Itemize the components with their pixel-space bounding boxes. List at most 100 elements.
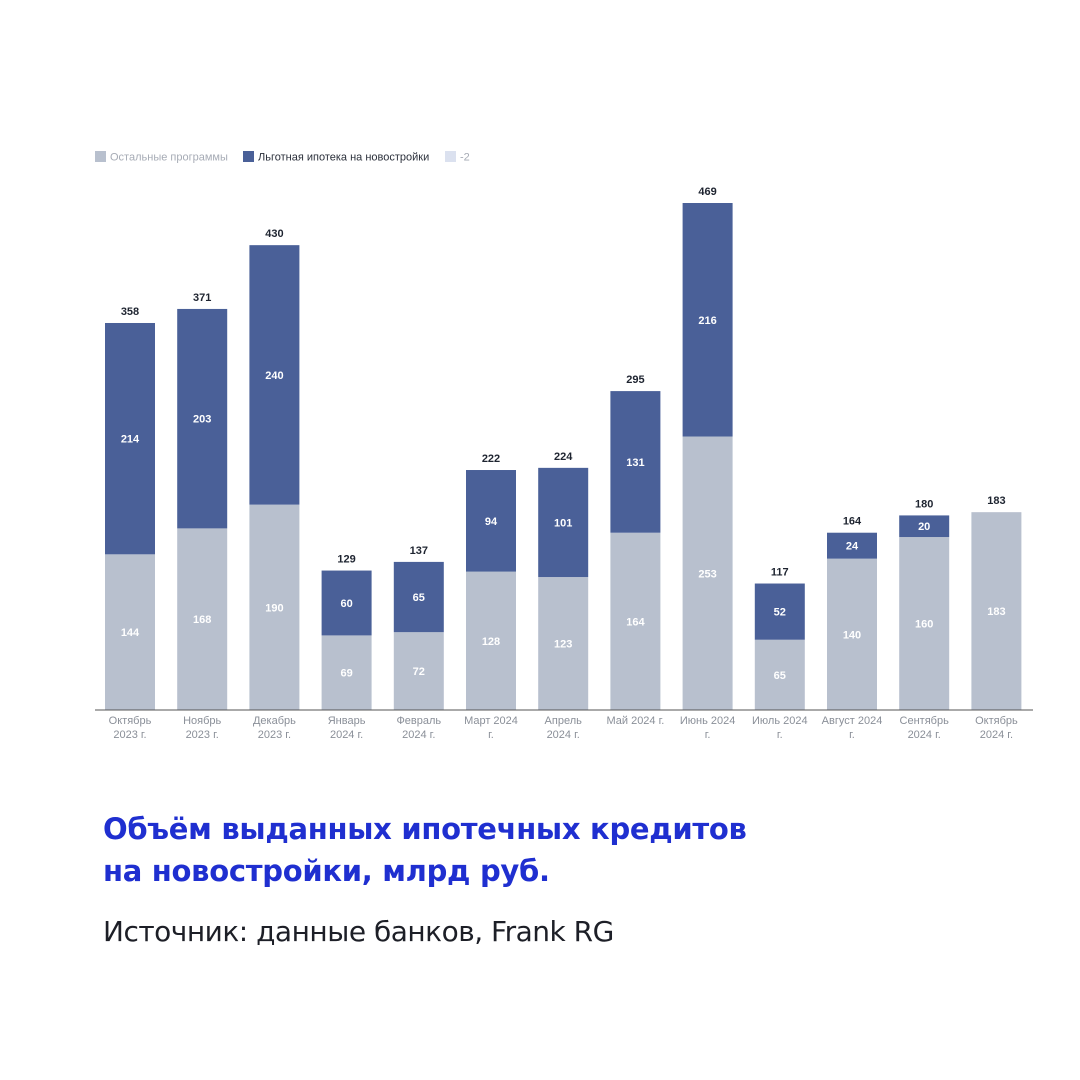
x-tick-label-5-0: Март 2024	[464, 715, 518, 727]
x-tick-label-1-0: Ноябрь	[183, 715, 221, 727]
x-tick-label-6-0: Апрель	[545, 715, 583, 727]
x-tick-label-12-1: 2024 г.	[980, 729, 1013, 741]
total-label-7: 295	[626, 374, 644, 386]
bar-segment-1-10	[827, 532, 877, 559]
bar-segment-1-11	[899, 515, 950, 538]
bar-segment-0-12	[971, 512, 1022, 710]
bar-segment-0-1	[177, 528, 228, 710]
segment-label-0-7: 164	[626, 616, 645, 628]
legend-label-2: -2	[460, 152, 470, 164]
segment-label-0-4: 72	[413, 666, 425, 678]
segment-label-0-2: 190	[265, 602, 283, 614]
bar-segment-0-10	[827, 558, 877, 710]
x-tick-label-2-1: 2023 г.	[258, 729, 291, 741]
x-tick-label-9-1: г.	[777, 729, 783, 741]
segment-label-0-6: 123	[554, 639, 572, 651]
x-tick-label-10-1: г.	[849, 729, 855, 741]
chart-bars: 1442143581682033711902404306960129726513…	[105, 186, 1022, 710]
bar-segment-1-5	[466, 470, 516, 572]
chart-title: Объём выданных ипотечных кредитов на нов…	[103, 808, 1003, 892]
stacked-bar-chart: Остальные программы Льготная ипотека на н…	[95, 151, 1033, 741]
x-tick-label-1-1: 2023 г.	[186, 729, 219, 741]
bar-segment-1-4	[393, 561, 444, 633]
total-label-2: 430	[265, 228, 283, 240]
total-label-3: 129	[337, 554, 355, 566]
bar-segment-0-6	[538, 577, 589, 710]
legend-swatch-0	[95, 151, 106, 162]
x-tick-label-4-0: Февраль	[396, 715, 441, 727]
segment-label-0-11: 160	[915, 619, 933, 631]
segment-label-0-0: 144	[121, 627, 140, 639]
bar-segment-1-2	[249, 245, 300, 505]
bar-segment-0-7	[610, 532, 661, 710]
legend-swatch-2	[445, 151, 456, 162]
total-label-1: 371	[193, 292, 211, 304]
segment-label-1-10: 24	[846, 541, 859, 553]
x-tick-label-8-0: Июнь 2024	[680, 715, 736, 727]
total-label-10: 164	[843, 516, 862, 528]
bar-segment-0-3	[321, 635, 372, 710]
bar-segment-0-5	[466, 571, 516, 710]
segment-label-0-8: 253	[698, 568, 716, 580]
x-tick-label-0-1: 2023 г.	[113, 729, 146, 741]
bar-segment-1-9	[754, 583, 805, 640]
segment-label-1-7: 131	[626, 457, 644, 469]
legend-label-0: Остальные программы	[110, 152, 228, 164]
x-tick-label-3-1: 2024 г.	[330, 729, 363, 741]
segment-label-0-10: 140	[843, 629, 861, 641]
chart-legend: Остальные программы Льготная ипотека на н…	[95, 151, 470, 164]
total-label-9: 117	[771, 567, 789, 579]
legend-swatch-1	[243, 151, 254, 162]
bar-segment-0-2	[249, 504, 300, 710]
total-label-12: 183	[987, 495, 1005, 507]
segment-label-0-3: 69	[340, 668, 352, 680]
segment-label-1-2: 240	[265, 370, 283, 382]
segment-label-1-11: 20	[918, 521, 930, 533]
x-tick-label-8-1: г.	[705, 729, 711, 741]
total-label-8: 469	[698, 186, 716, 198]
segment-label-1-8: 216	[698, 315, 716, 327]
segment-label-1-1: 203	[193, 414, 211, 426]
bar-segment-1-0	[105, 322, 155, 555]
chart-title-line-2: на новостройки, млрд руб.	[103, 854, 550, 888]
bar-segment-0-4	[393, 632, 444, 710]
total-label-6: 224	[554, 451, 573, 463]
bar-segment-1-6	[538, 467, 589, 578]
x-tick-label-11-0: Сентябрь	[900, 715, 950, 727]
legend-label-1: Льготная ипотека на новостройки	[258, 152, 429, 164]
bar-segment-0-9	[754, 639, 805, 710]
total-label-0: 358	[121, 306, 139, 318]
x-tick-label-0-0: Октябрь	[109, 715, 152, 727]
x-axis-ticks: Октябрь 2023 г. Ноябрь 2023 г. Декабрь 2023 г…	[109, 715, 1018, 741]
segment-label-1-9: 52	[774, 607, 786, 619]
bar-segment-1-1	[177, 308, 228, 529]
bar-segment-1-3	[321, 570, 372, 636]
x-tick-label-12-0: Октябрь	[975, 715, 1018, 727]
bar-segment-1-7	[610, 391, 661, 533]
segment-label-1-0: 214	[121, 434, 140, 446]
x-tick-label-5-1: г.	[488, 729, 494, 741]
x-tick-label-3-0: Январь	[328, 715, 366, 727]
source-note: Источник: данные банков, Frank RG	[103, 915, 614, 948]
segment-label-0-9: 65	[774, 670, 786, 682]
total-label-5: 222	[482, 453, 500, 465]
segment-label-1-12: 0	[993, 501, 999, 513]
x-tick-label-11-1: 2024 г.	[908, 729, 941, 741]
bar-segment-0-11	[899, 537, 950, 710]
x-tick-label-9-0: Июль 2024	[752, 715, 808, 727]
x-tick-label-6-1: 2024 г.	[547, 729, 580, 741]
x-tick-label-10-0: Август 2024	[822, 715, 883, 727]
segment-label-1-5: 94	[485, 516, 498, 528]
x-tick-label-4-1: 2024 г.	[402, 729, 435, 741]
total-label-11: 180	[915, 498, 933, 510]
chart-title-line-1: Объём выданных ипотечных кредитов	[103, 812, 747, 846]
segment-label-1-3: 60	[340, 598, 352, 610]
bar-segment-0-8	[682, 436, 733, 710]
bar-segment-0-0	[105, 554, 155, 710]
segment-label-0-12: 183	[987, 606, 1005, 618]
segment-label-0-5: 128	[482, 636, 500, 648]
segment-label-0-1: 168	[193, 614, 211, 626]
x-tick-label-2-0: Декабрь	[253, 715, 296, 727]
bar-segment-1-8	[682, 203, 733, 437]
segment-label-1-6: 101	[554, 517, 572, 529]
